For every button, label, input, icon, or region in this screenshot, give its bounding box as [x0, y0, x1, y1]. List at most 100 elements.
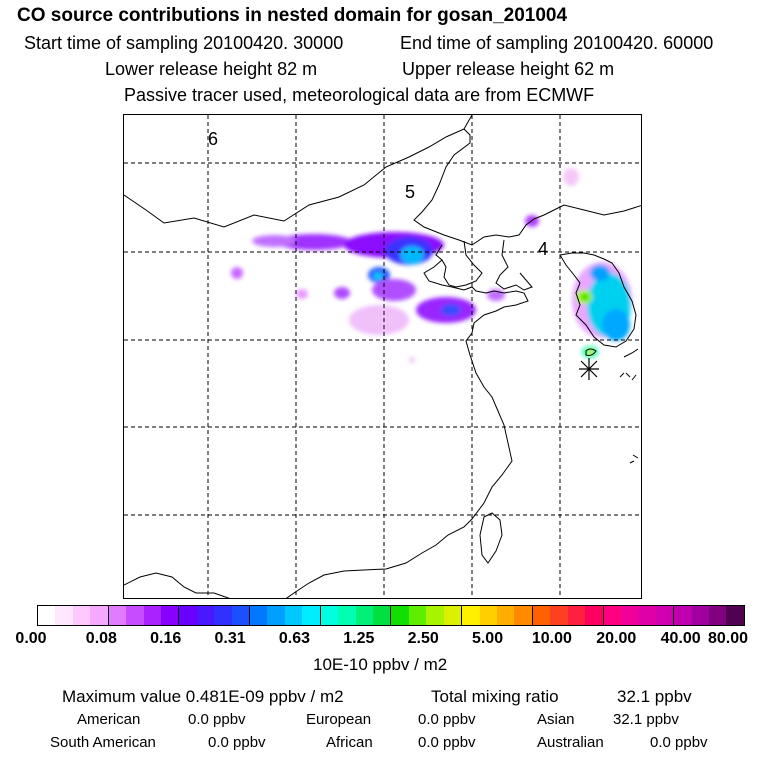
region-value: 32.1 ppbv — [613, 711, 679, 728]
plume-korea-n — [590, 265, 610, 281]
region-label-6: 6 — [208, 129, 218, 149]
region-value: 0.0 ppbv — [418, 734, 476, 751]
plot-title: CO source contributions in nested domain… — [17, 5, 568, 26]
colorbar-segment — [108, 606, 127, 625]
colorbar-segment — [338, 606, 356, 625]
colorbar-tick-label: 0.16 — [150, 630, 182, 647]
plume-band-west — [276, 234, 352, 250]
colorbar-segment — [231, 606, 251, 625]
colorbar-segment — [302, 606, 321, 625]
colorbar-segment — [443, 606, 463, 625]
colorbar-segment — [655, 606, 675, 625]
colorbar-tick-label: 40.00 — [660, 630, 701, 647]
colorbar-tick-label: 20.00 — [596, 630, 637, 647]
plume-korea-s — [602, 309, 630, 341]
upper-release-height: Upper release height 62 m — [402, 59, 615, 79]
colorbar-tick-label: 10.00 — [531, 630, 572, 647]
colorbar-segment — [55, 606, 73, 625]
end-time-label: End time of sampling 20100420. 60000 — [400, 33, 714, 53]
map-svg: 6 5 4 — [124, 115, 641, 598]
plume-spot-b — [296, 289, 308, 299]
region-name: American — [77, 711, 141, 728]
plume-south-pale — [349, 305, 409, 335]
plume-core-b — [400, 246, 424, 264]
colorbar-segment — [462, 606, 480, 625]
plume-spot-d — [487, 289, 505, 301]
colorbar-segment — [532, 606, 551, 625]
plume-spot-e — [408, 357, 416, 363]
colorbar-segment — [90, 606, 109, 625]
colorbar-segment — [585, 606, 604, 625]
region-value: 0.0 ppbv — [418, 711, 476, 728]
colorbar-segment — [391, 606, 409, 625]
colorbar-tick-label: 0.63 — [278, 630, 311, 647]
concentration-field — [231, 168, 632, 363]
total-mixing-value: 32.1 ppbv — [617, 687, 692, 706]
region-label-5: 5 — [405, 182, 415, 202]
coastlines — [124, 115, 641, 598]
colorbar-segment — [691, 606, 710, 625]
colorbar-tick-label: 0.08 — [85, 630, 117, 647]
colorbar-segment — [567, 606, 586, 625]
region-label-4: 4 — [538, 239, 548, 259]
region-name: European — [306, 711, 372, 728]
colorbar-segment — [620, 606, 639, 625]
colorbar-segment — [267, 606, 285, 625]
tracer-info: Passive tracer used, meteorological data… — [124, 85, 595, 105]
colorbar-segment — [160, 606, 180, 625]
colorbar-segment — [373, 606, 392, 625]
colorbar — [37, 605, 745, 626]
colorbar-segment — [250, 606, 268, 625]
colorbar-segment — [426, 606, 444, 625]
start-time-label: Start time of sampling 20100420. 30000 — [24, 33, 344, 53]
colorbar-tick-label: 0.00 — [15, 630, 47, 647]
plume-spot-a — [231, 267, 243, 279]
map-panel: 6 5 4 — [123, 114, 642, 599]
colorbar-segment — [514, 606, 533, 625]
colorbar-segment — [550, 606, 568, 625]
plume-band-west-b — [252, 235, 296, 247]
graticule — [124, 115, 641, 598]
colorbar-segment — [143, 606, 161, 625]
max-value-label: Maximum value 0.481E-09 ppbv / m2 — [62, 687, 344, 706]
colorbar-segment — [496, 606, 515, 625]
colorbar-segment — [320, 606, 339, 625]
region-name: Asian — [537, 711, 575, 728]
colorbar-segment — [408, 606, 427, 625]
lower-release-height: Lower release height 82 m — [105, 59, 318, 79]
region-name: South American — [50, 734, 156, 751]
colorbar-segment — [284, 606, 303, 625]
colorbar-tick-label: 5.00 — [471, 630, 504, 647]
receptor-marker-asterisk — [579, 358, 599, 380]
colorbar-segment — [674, 606, 692, 625]
colorbar-segment — [126, 606, 144, 625]
colorbar-tick-label: 80.00 — [707, 630, 749, 647]
colorbar-segment — [38, 606, 56, 625]
colorbar-units: 10E-10 ppbv / m2 — [313, 655, 448, 674]
region-value: 0.0 ppbv — [208, 734, 266, 751]
colorbar-segment — [355, 606, 374, 625]
plume-spot-c — [334, 287, 350, 299]
colorbar-segment — [726, 606, 744, 625]
plume-mid — [372, 279, 416, 301]
colorbar-tick-label: 1.25 — [343, 630, 375, 647]
colorbar-segment — [196, 606, 215, 625]
colorbar-segment — [603, 606, 621, 625]
total-mixing-label: Total mixing ratio — [431, 687, 559, 706]
colorbar-segment — [179, 606, 197, 625]
region-name: Australian — [537, 734, 604, 751]
colorbar-segment — [72, 606, 91, 625]
colorbar-segment — [479, 606, 497, 625]
colorbar-segment — [214, 606, 232, 625]
colorbar-tick-label: 0.31 — [214, 630, 246, 647]
plume-korea-hot2 — [581, 293, 589, 301]
colorbar-segment — [709, 606, 727, 625]
plume-shandong-core — [441, 304, 461, 316]
plume-jeju-core — [586, 349, 594, 355]
colorbar-segment — [638, 606, 656, 625]
plume-pale-north — [563, 168, 579, 186]
region-value: 0.0 ppbv — [650, 734, 708, 751]
colorbar-tick-label: 2.50 — [407, 630, 439, 647]
region-value: 0.0 ppbv — [188, 711, 246, 728]
region-name: African — [326, 734, 373, 751]
